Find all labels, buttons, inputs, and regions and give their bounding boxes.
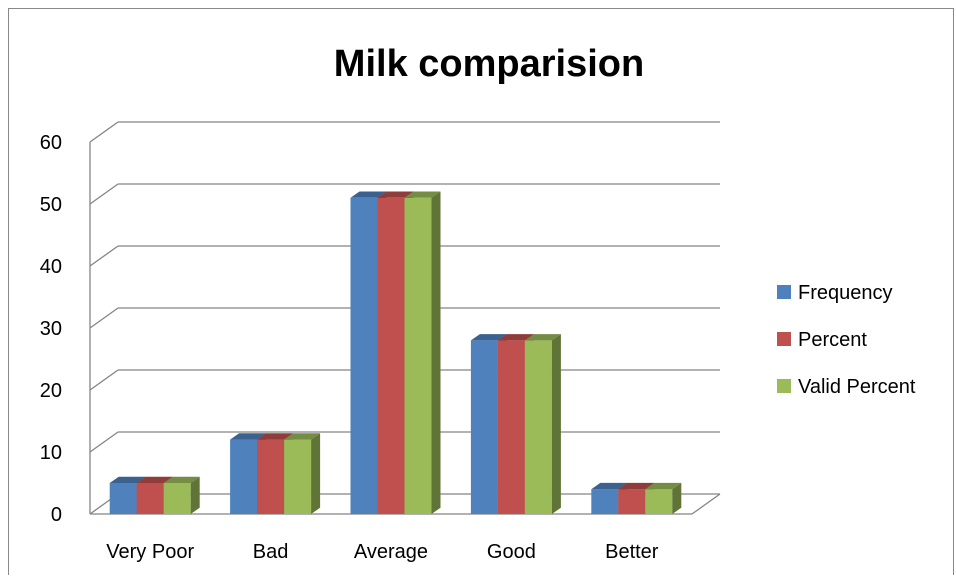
y-tick-label: 30 [40, 318, 62, 340]
legend: Frequency Percent Valid Percent [777, 282, 916, 398]
x-tick-label: Very Poor [106, 541, 194, 563]
y-tick-label: 40 [40, 256, 62, 278]
y-tick-label: 60 [40, 132, 62, 154]
bar-top [404, 191, 441, 198]
bar-side [431, 191, 441, 514]
bar-top [470, 334, 507, 341]
bar-side [190, 476, 200, 514]
x-axis-ticks: Very Poor Bad Average Good Better [106, 541, 659, 563]
legend-swatch [777, 332, 791, 346]
x-tick-label: Bad [253, 541, 289, 563]
bar-top [136, 476, 173, 483]
y-axis-ticks: 0 10 20 30 40 50 60 [40, 132, 62, 526]
y-tick-label: 50 [40, 194, 62, 216]
y-tick-label: 10 [40, 442, 62, 464]
bar-front [230, 439, 258, 514]
bar-front [284, 439, 312, 514]
gridline-diagonal [89, 245, 119, 267]
bar-front [497, 340, 525, 514]
bar-side [551, 334, 561, 514]
legend-label: Valid Percent [798, 376, 916, 398]
bar-top [377, 191, 414, 198]
bar-top [230, 433, 267, 440]
gridline-diagonal [89, 121, 119, 143]
bar-front [618, 489, 646, 514]
floor-right-edge [691, 493, 721, 515]
chart-title: Milk comparision [334, 43, 644, 85]
bar-front [350, 197, 378, 515]
bar-front [257, 439, 285, 514]
bar [284, 433, 321, 514]
bar-top [109, 476, 146, 483]
legend-label: Percent [798, 329, 867, 351]
bar-front [109, 483, 137, 514]
bar-front [404, 197, 432, 515]
bar-front [645, 489, 673, 514]
bar [524, 334, 561, 514]
bar-top [524, 334, 561, 341]
bar-top [350, 191, 387, 198]
bar-top [163, 476, 200, 483]
bar-front [524, 340, 552, 514]
bar-front [377, 197, 405, 515]
gridline-diagonal [89, 307, 119, 329]
bar-front [470, 340, 498, 514]
bar-side [311, 433, 321, 514]
legend-swatch [777, 379, 791, 393]
bar-top [591, 482, 628, 490]
bar-front [591, 489, 619, 514]
bar-top [497, 334, 534, 341]
bars-layer [109, 191, 682, 515]
bar-top [284, 433, 321, 440]
bar [404, 191, 441, 515]
y-tick-label: 0 [51, 504, 62, 526]
bar-front [163, 483, 191, 514]
x-tick-label: Average [354, 541, 428, 563]
gridline-diagonal [89, 369, 119, 391]
chart-frame [8, 8, 954, 575]
bar [163, 476, 200, 514]
bar-top [257, 433, 294, 440]
y-tick-label: 20 [40, 380, 62, 402]
legend-label: Frequency [798, 282, 893, 304]
gridline-diagonal [89, 183, 119, 205]
bar-side [672, 482, 682, 514]
legend-swatch [777, 285, 791, 299]
gridline-diagonal [89, 431, 119, 453]
x-tick-label: Better [605, 541, 659, 563]
bar-front [136, 483, 164, 514]
bar [645, 482, 682, 514]
x-tick-label: Good [487, 541, 536, 563]
bar-top [645, 482, 682, 490]
bar-top [618, 482, 655, 490]
